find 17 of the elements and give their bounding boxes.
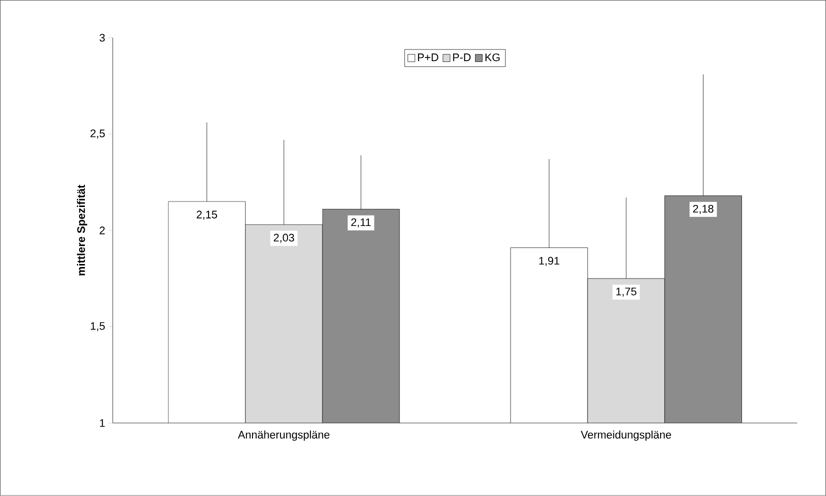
legend-label: P-D [453, 54, 471, 62]
y-tick-label: 2,5 [90, 130, 105, 139]
legend-label: P+D [418, 54, 438, 62]
y-tick-label: 2 [100, 226, 105, 234]
legend-label: KG [485, 54, 500, 62]
y-axis-title: mittlere Spezifität [76, 184, 88, 276]
data-label: 1,75 [616, 288, 636, 297]
y-tick-label: 1,5 [90, 322, 105, 332]
y-tick-label: 1 [100, 419, 105, 427]
x-tick-label: Annäherungspläne [238, 430, 330, 441]
data-label: 2,03 [274, 234, 294, 243]
data-label: 2,15 [196, 210, 218, 220]
data-label: 2,11 [351, 218, 371, 228]
x-tick-label: Vermeidungspläne [580, 430, 672, 441]
y-tick-label: 3 [100, 34, 105, 42]
data-label: 1,91 [539, 257, 560, 266]
data-label: 2,18 [693, 205, 714, 214]
